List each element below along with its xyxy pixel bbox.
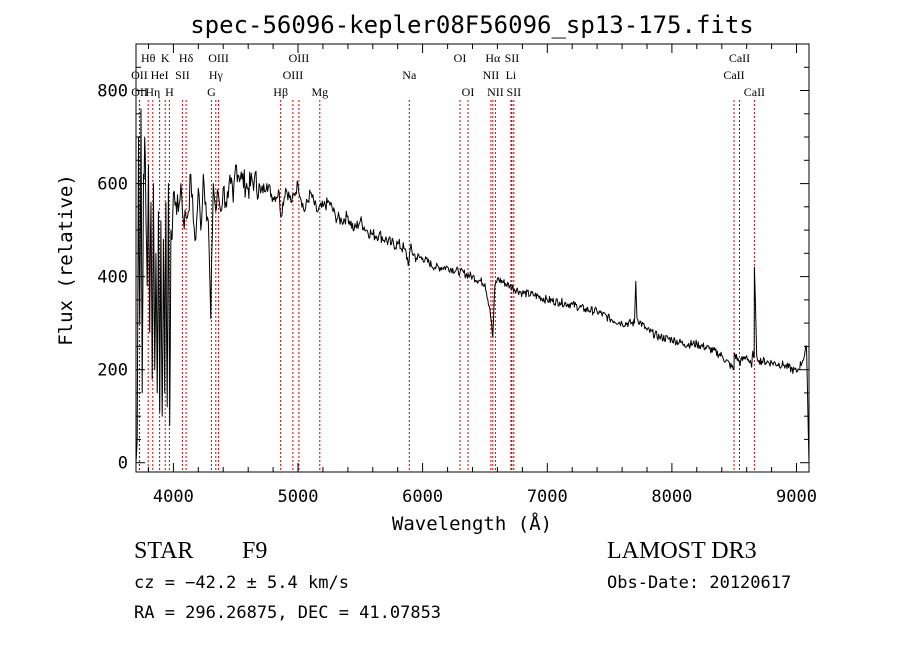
y-tick-label: 400 [97, 268, 128, 288]
redshift-cz: cz = −42.2 ± 5.4 km/s [134, 573, 349, 593]
y-tick-label: 200 [97, 361, 128, 381]
x-tick-label: 8000 [651, 487, 692, 507]
line-label: SII [506, 85, 521, 99]
line-label: Na [402, 68, 417, 82]
chart-title: spec-56096-kepler08F56096_sp13-175.fits [190, 11, 754, 39]
y-tick-label: 600 [97, 175, 128, 195]
line-label: CaII [744, 85, 765, 99]
line-label: Hβ [273, 85, 288, 99]
x-tick-label: 7000 [527, 487, 568, 507]
line-label: CaII [723, 68, 744, 82]
spectrum-line [135, 108, 810, 463]
x-tick-label: 9000 [776, 487, 817, 507]
plot-frame [135, 43, 810, 473]
line-label: Hη [145, 85, 160, 99]
line-label: SII [505, 51, 520, 65]
emission-line-markers [138, 100, 755, 472]
x-tick-label: 5000 [278, 487, 319, 507]
y-axis-ticks: 0 200 400 600 800 [97, 66, 809, 474]
line-label: Li [506, 68, 517, 82]
line-label: SII [175, 68, 190, 82]
line-label: OII [131, 85, 148, 99]
object-class: STAR [134, 538, 194, 564]
x-tick-label: 6000 [402, 487, 443, 507]
line-label: OIII [289, 51, 310, 65]
line-label: OI [462, 85, 475, 99]
subclass: F9 [242, 538, 268, 564]
observation-date: Obs-Date: 20120617 [607, 573, 792, 593]
x-axis-ticks: 4000 5000 6000 7000 8000 9000 [148, 44, 817, 507]
x-tick-label: 4000 [153, 487, 194, 507]
y-axis-label: Flux (relative) [55, 174, 77, 346]
y-tick-label: 800 [97, 82, 128, 102]
survey-name: LAMOST DR3 [607, 538, 757, 564]
line-label: NII [483, 68, 500, 82]
line-label: Hγ [209, 68, 224, 82]
line-label: Hα [485, 51, 501, 65]
line-label: OIII [208, 51, 229, 65]
line-label: OIII [283, 68, 304, 82]
line-label: NII [487, 85, 504, 99]
spectrum-series [135, 108, 810, 463]
line-label: HeI [151, 68, 169, 82]
line-label: H [165, 85, 174, 99]
coordinates: RA = 296.26875, DEC = 41.07853 [134, 603, 442, 623]
line-label: G [207, 85, 216, 99]
line-label: Hδ [179, 51, 194, 65]
line-label: CaII [729, 51, 750, 65]
line-label: Mg [311, 85, 328, 99]
line-label: K [161, 51, 170, 65]
line-label: OI [454, 51, 467, 65]
x-axis-label: Wavelength (Å) [392, 512, 552, 535]
line-label: OII [131, 68, 148, 82]
line-label: Hθ [141, 51, 156, 65]
y-tick-label: 0 [118, 454, 128, 474]
